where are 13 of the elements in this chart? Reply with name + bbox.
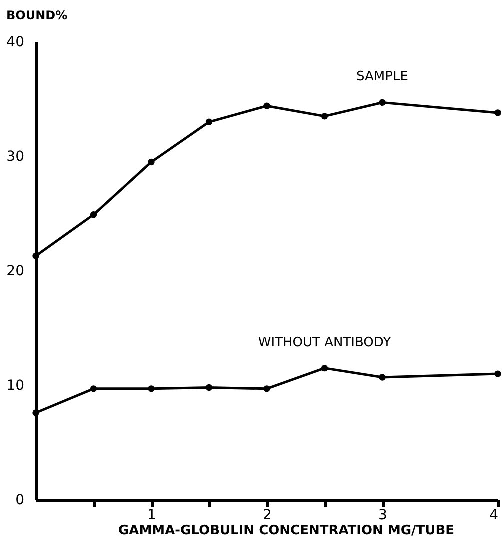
x-tick-label: 1 xyxy=(148,508,156,524)
y-tick-label: 40 xyxy=(6,34,24,50)
y-tick-label: 10 xyxy=(6,378,24,394)
x-tick-label: 2 xyxy=(263,508,272,524)
x-tick-label: 3 xyxy=(378,508,388,524)
series-label: SAMPLE xyxy=(356,70,408,85)
y-tick-label: 30 xyxy=(6,149,24,165)
series-label: WITHOUT ANTIBODY xyxy=(258,335,392,350)
y-axis-title: BOUND% xyxy=(6,8,68,22)
y-tick-label: 20 xyxy=(6,264,24,280)
x-axis-title: GAMMA-GLOBULIN CONCENTRATION MG/TUBE xyxy=(118,524,455,538)
y-tick-label: 0 xyxy=(16,492,24,508)
x-tick-label: 4 xyxy=(490,508,499,524)
